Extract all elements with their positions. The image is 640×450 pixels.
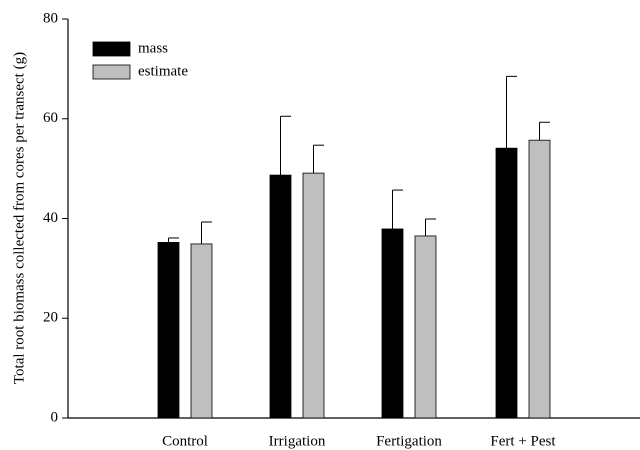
bar — [190, 243, 213, 419]
x-tick-label: Irrigation — [269, 433, 326, 449]
legend-label: estimate — [138, 63, 188, 79]
legend-swatch — [92, 64, 131, 80]
bar — [381, 228, 404, 419]
x-tick-label: Fertigation — [376, 433, 442, 449]
bar — [414, 235, 437, 419]
error-bar — [280, 115, 291, 176]
y-tick-label: 80 — [43, 10, 58, 26]
error-bar — [392, 189, 403, 229]
y-axis-label: Total root biomass collected from cores … — [11, 52, 27, 384]
bar — [495, 147, 518, 419]
x-tick-label: Fert + Pest — [490, 433, 556, 449]
error-bar — [313, 144, 324, 174]
error-bar — [506, 75, 517, 149]
x-tick-label: Control — [162, 433, 208, 449]
bar — [528, 139, 551, 419]
legend-swatch — [92, 41, 131, 57]
y-tick-label: 40 — [43, 210, 58, 226]
legend-label: mass — [138, 40, 168, 56]
y-tick-label: 0 — [51, 409, 59, 425]
bar — [302, 172, 325, 419]
y-tick-label: 20 — [43, 310, 58, 326]
error-bar — [168, 237, 179, 243]
y-tick-label: 60 — [43, 110, 58, 126]
bar — [157, 242, 180, 419]
error-bar — [425, 218, 436, 236]
error-bar — [201, 221, 212, 244]
error-bar — [539, 121, 550, 141]
bar — [269, 174, 292, 419]
